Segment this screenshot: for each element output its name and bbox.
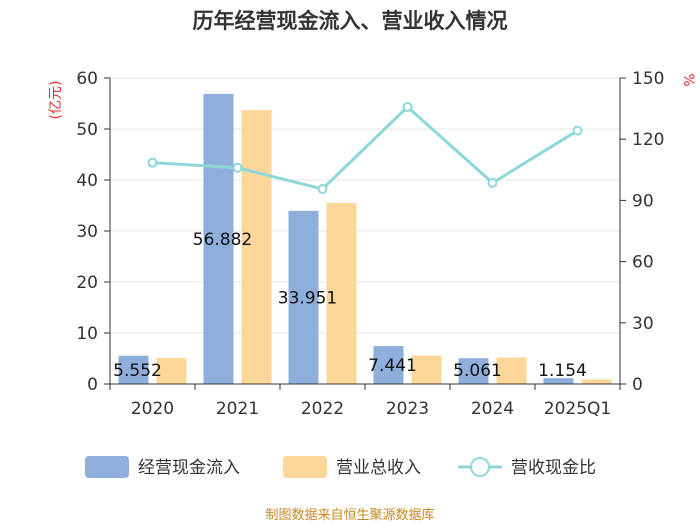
y-right-tick-label: 90 [632, 191, 654, 211]
y-left-tick-label: 40 [76, 171, 98, 191]
x-tick-label: 2022 [301, 399, 344, 419]
ratio-line-series [147, 101, 583, 194]
chart-title: 历年经营现金流入、营业收入情况 [193, 9, 508, 33]
x-tick-label: 2025Q1 [544, 399, 611, 419]
data-label-cash-inflow: 5.061 [453, 361, 502, 381]
x-tick-label: 2020 [131, 399, 174, 419]
legend-label-cash-inflow: 经营现金流入 [138, 458, 240, 478]
data-label-cash-inflow: 33.951 [278, 288, 337, 308]
legend-swatch-cash-inflow [85, 456, 129, 478]
bar-cash-inflow [543, 378, 574, 384]
y-left-axis-label: (亿元) [48, 81, 64, 120]
bar-total-revenue [411, 355, 442, 384]
y-right-axis-label: % [680, 73, 696, 86]
data-label-cash-inflow: 5.552 [113, 361, 162, 381]
bar-total-revenue [156, 357, 187, 384]
data-label-cash-inflow: 56.882 [193, 230, 252, 250]
data-label-cash-inflow: 1.154 [538, 361, 587, 381]
data-labels: 5.552 56.882 33.951 7.441 5.061 1.154 [113, 230, 587, 381]
bar-cash-inflow [203, 93, 234, 385]
data-label-cash-inflow: 7.441 [368, 356, 417, 376]
y-right-tick-label: 30 [632, 314, 654, 334]
x-tick-label: 2021 [216, 399, 259, 419]
ratio-line [152, 104, 579, 191]
ratio-point [232, 162, 243, 173]
legend: 经营现金流入 营业总收入 营收现金比 [85, 456, 596, 478]
grid-lines [110, 77, 620, 385]
x-tick-label: 2024 [471, 399, 514, 419]
y-left-tick-label: 10 [76, 324, 98, 344]
y-left-tick-label: 60 [76, 69, 98, 89]
legend-swatch-ratio-marker [470, 457, 490, 477]
y-left-tick-label: 50 [76, 120, 98, 140]
bar-total-revenue [581, 379, 612, 384]
x-tick-label: 2023 [386, 399, 429, 419]
bar-total-revenue [326, 202, 357, 384]
ratio-point [317, 183, 328, 194]
y-right-tick-label: 150 [632, 69, 664, 89]
legend-label-ratio: 营收现金比 [511, 458, 596, 478]
ratio-point [487, 177, 498, 188]
bars [118, 93, 612, 385]
y-left-tick-label: 20 [76, 273, 98, 293]
ratio-point [147, 157, 158, 168]
bar-total-revenue [496, 357, 527, 384]
legend-swatch-total-revenue [283, 456, 327, 478]
y-right-tick-label: 120 [632, 130, 664, 150]
bar-total-revenue [241, 110, 272, 384]
legend-label-total-revenue: 营业总收入 [336, 458, 421, 478]
bar-cash-inflow [373, 346, 404, 384]
bar-cash-inflow [458, 358, 489, 384]
y-right-tick-label: 0 [632, 375, 643, 395]
y-left-tick-label: 0 [87, 375, 98, 395]
bar-cash-inflow [288, 210, 319, 384]
ratio-point [402, 101, 413, 112]
bar-cash-inflow [118, 355, 149, 384]
ratio-point [572, 125, 583, 136]
axes: 0 10 20 30 40 50 60 0 30 60 90 120 150 2020 2021 2022 20… [76, 69, 664, 419]
y-right-tick-label: 60 [632, 253, 654, 273]
y-left-tick-label: 30 [76, 222, 98, 242]
source-note: 制图数据来自恒生聚源数据库 [265, 507, 434, 523]
